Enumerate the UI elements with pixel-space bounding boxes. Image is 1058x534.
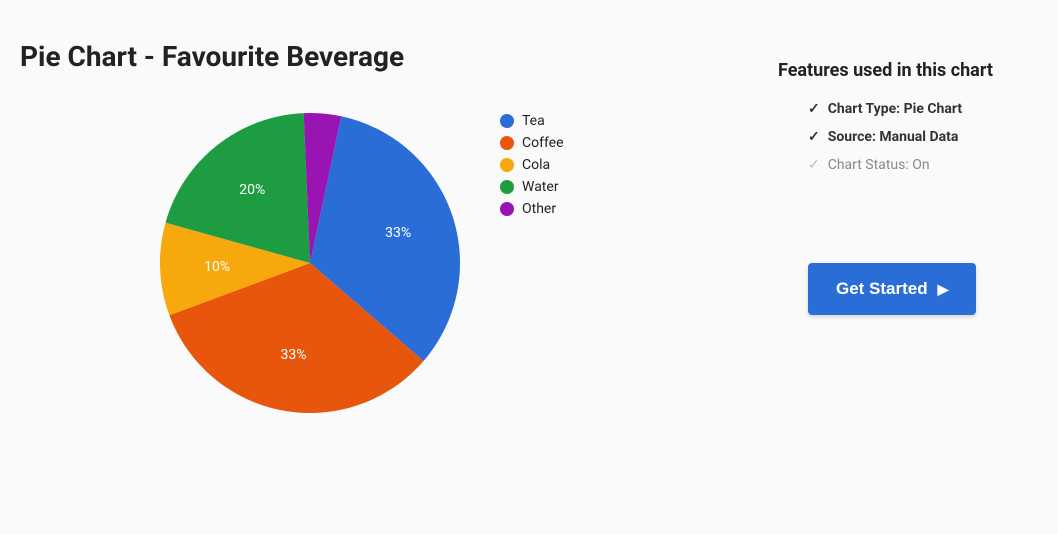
legend-swatch <box>500 114 514 128</box>
legend-item-water[interactable]: Water <box>500 179 564 195</box>
legend-label: Water <box>522 179 559 195</box>
legend-item-tea[interactable]: Tea <box>500 113 564 129</box>
feature-item: ✓ Chart Status: On <box>808 157 1018 173</box>
feature-text: Chart Type: Pie Chart <box>828 101 962 117</box>
feature-item: ✓ Source: Manual Data <box>808 129 1018 145</box>
legend-label: Coffee <box>522 135 564 151</box>
features-list: ✓ Chart Type: Pie Chart ✓ Source: Manual Da… <box>778 101 1018 173</box>
legend-swatch <box>500 202 514 216</box>
check-icon: ✓ <box>808 157 820 173</box>
chart-area: 33%33%10%20% Tea Coffee Cola Water Other <box>20 113 738 413</box>
get-started-button[interactable]: Get Started ▶ <box>808 263 976 315</box>
play-icon: ▶ <box>938 281 949 298</box>
check-icon: ✓ <box>808 101 820 117</box>
legend-item-cola[interactable]: Cola <box>500 157 564 173</box>
legend-label: Cola <box>522 157 550 173</box>
legend-item-coffee[interactable]: Coffee <box>500 135 564 151</box>
feature-text: Chart Status: On <box>828 157 930 173</box>
feature-text: Source: Manual Data <box>828 129 959 145</box>
pie-chart: 33%33%10%20% <box>160 113 460 413</box>
chart-title: Pie Chart - Favourite Beverage <box>20 40 738 73</box>
features-title: Features used in this chart <box>778 60 1018 81</box>
legend-label: Tea <box>522 113 545 129</box>
legend-item-other[interactable]: Other <box>500 201 564 217</box>
cta-label: Get Started <box>836 279 928 299</box>
feature-item: ✓ Chart Type: Pie Chart <box>808 101 1018 117</box>
legend-swatch <box>500 180 514 194</box>
legend-swatch <box>500 158 514 172</box>
legend-swatch <box>500 136 514 150</box>
chart-legend: Tea Coffee Cola Water Other <box>500 113 564 223</box>
check-icon: ✓ <box>808 129 820 145</box>
legend-label: Other <box>522 201 556 217</box>
